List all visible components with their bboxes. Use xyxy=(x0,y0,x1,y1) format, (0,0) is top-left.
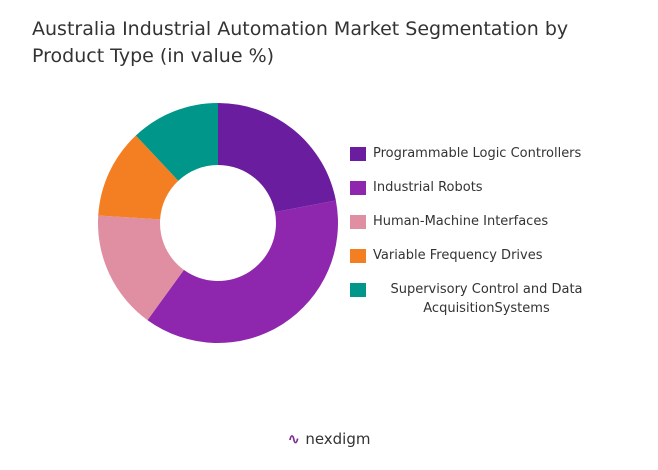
legend-item: Human-Machine Interfaces xyxy=(350,212,600,231)
legend-item: Programmable Logic Controllers xyxy=(350,144,600,163)
legend-label: Industrial Robots xyxy=(373,180,483,195)
legend-item: Supervisory Control and Data Acquisition… xyxy=(350,280,600,318)
legend-swatch xyxy=(350,147,366,161)
legend-label: Variable Frequency Drives xyxy=(373,248,543,263)
legend-label: Supervisory Control and Data Acquisition… xyxy=(390,282,583,316)
donut-slice xyxy=(97,215,184,321)
legend-item: Industrial Robots xyxy=(350,178,600,197)
legend-swatch xyxy=(350,249,366,263)
donut-slice xyxy=(218,103,336,213)
legend-label: Human-Machine Interfaces xyxy=(373,214,549,229)
donut-slice xyxy=(98,135,179,220)
legend-swatch xyxy=(350,181,366,195)
legend: Programmable Logic Controllers Industrial… xyxy=(350,144,600,333)
chart-title: Australia Industrial Automation Market S… xyxy=(32,18,569,67)
donut-slice xyxy=(147,200,339,344)
legend-label: Programmable Logic Controllers xyxy=(373,146,582,161)
legend-swatch xyxy=(350,283,366,297)
legend-item: Variable Frequency Drives xyxy=(350,246,600,265)
brand-logo: ∿ nexdigm xyxy=(287,430,371,448)
legend-swatch xyxy=(350,215,366,229)
donut-slice xyxy=(135,103,218,181)
brand-text: nexdigm xyxy=(305,430,371,448)
